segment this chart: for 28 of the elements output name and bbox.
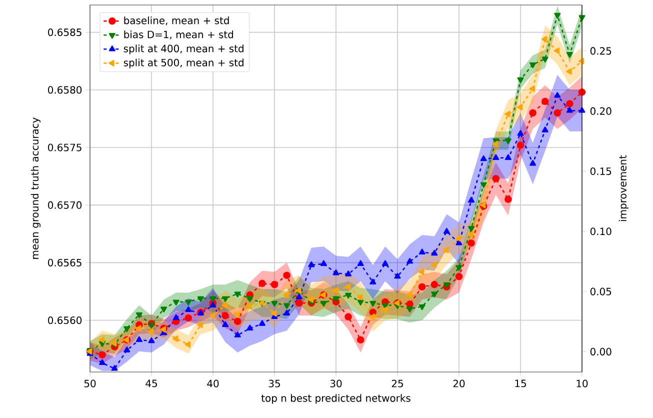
x-tick-label: 25 — [392, 380, 403, 388]
legend-label: bias D=1, mean + std — [124, 30, 234, 40]
x-tick-label: 10 — [576, 380, 588, 388]
y-tick-label: 0.6570 — [48, 201, 82, 209]
x-axis-title: top n best predicted networks — [261, 394, 410, 404]
y2-tick-label: 0.00 — [590, 348, 612, 356]
y2-axis-title: improvement — [618, 155, 628, 221]
y2-tick-label: 0.05 — [590, 288, 612, 296]
x-tick-label: 15 — [515, 380, 526, 388]
y-tick-label: 0.6575 — [48, 144, 82, 152]
x-tick-label: 30 — [330, 380, 342, 388]
y2-tick-label: 0.20 — [590, 107, 612, 115]
legend-label: split at 400, mean + std — [124, 44, 244, 54]
x-tick-label: 45 — [146, 380, 157, 388]
x-tick-label: 35 — [268, 380, 280, 388]
y-tick-label: 0.6565 — [48, 258, 82, 266]
x-tick-label: 20 — [453, 380, 465, 388]
legend-label: split at 500, mean + std — [124, 58, 244, 68]
x-tick-label: 50 — [84, 380, 96, 388]
y-axis-title: mean ground truth accuracy — [30, 118, 41, 259]
x-tick-label: 40 — [207, 380, 219, 388]
legend-label: baseline, mean + std — [124, 16, 229, 26]
y-tick-label: 0.6580 — [48, 86, 82, 94]
y-tick-label: 0.6585 — [48, 28, 82, 36]
y2-tick-label: 0.15 — [590, 167, 612, 176]
y-tick-label: 0.6560 — [48, 316, 82, 324]
y2-tick-label: 0.25 — [590, 47, 612, 55]
y2-tick-label: 0.10 — [590, 228, 612, 236]
